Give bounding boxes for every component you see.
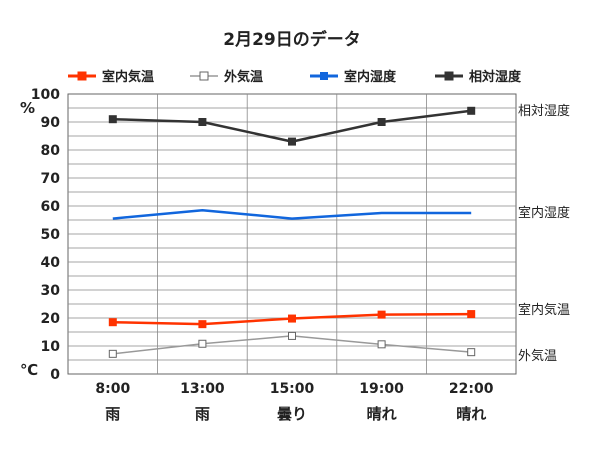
data-point (467, 106, 476, 115)
data-point (467, 310, 476, 319)
data-point (198, 320, 207, 329)
data-point (377, 118, 386, 126)
legend: 室内気温 外気温 室内湿度 相対湿度 (68, 69, 522, 85)
weather-label: 曇り (277, 405, 307, 423)
legend-item: 外気温 (190, 69, 263, 85)
data-point (467, 348, 476, 357)
legend-label: 室内湿度 (344, 69, 397, 85)
y-tick-label: 60 (41, 199, 61, 215)
x-axis-ticks: 8:00 13:00 15:00 19:00 22:00 (95, 381, 493, 397)
legend-item: 室内気温 (68, 69, 154, 85)
data-point (377, 310, 386, 319)
legend-item: 室内湿度 (310, 69, 397, 85)
series-line (112, 208, 472, 220)
y-tick-label: 70 (41, 171, 61, 187)
weather-labels: 雨 雨 曇り 晴れ 晴れ (105, 405, 486, 423)
y-unit-bottom: ℃ (20, 361, 38, 379)
y-tick-label: 20 (41, 311, 61, 327)
weather-label: 雨 (195, 405, 210, 423)
data-point (108, 349, 117, 358)
x-tick-label: 15:00 (270, 381, 315, 397)
data-point (198, 118, 207, 126)
series-1 (108, 310, 476, 329)
legend-label: 相対湿度 (469, 69, 522, 85)
series-end-label: 室内気温 (518, 302, 570, 318)
series-group (108, 106, 476, 358)
legend-swatch-marker (77, 71, 87, 81)
series-end-label: 相対湿度 (518, 103, 570, 119)
legend-label: 室内気温 (102, 69, 154, 85)
legend-swatch-marker (199, 71, 209, 81)
x-tick-label: 13:00 (180, 381, 225, 397)
data-point (288, 331, 296, 340)
y-tick-label: 80 (41, 143, 61, 159)
series-end-label: 外気温 (518, 348, 557, 364)
weather-label: 雨 (105, 405, 120, 423)
series-end-label: 室内湿度 (518, 205, 570, 221)
y-tick-label: 50 (41, 227, 61, 243)
data-point (288, 314, 296, 323)
data-point (198, 339, 207, 348)
legend-item: 相対湿度 (435, 69, 522, 85)
legend-swatch-marker (320, 72, 328, 80)
x-tick-label: 22:00 (449, 381, 494, 397)
y-tick-label: 90 (41, 115, 61, 131)
legend-label: 外気温 (223, 69, 263, 85)
x-tick-label: 19:00 (359, 381, 404, 397)
data-point (288, 137, 296, 146)
y-tick-label: 40 (41, 255, 61, 271)
series-2 (108, 331, 476, 358)
y-unit-top: % (20, 99, 35, 117)
series-line (112, 109, 472, 143)
weather-label: 晴れ (367, 405, 397, 423)
weather-label: 晴れ (456, 405, 486, 423)
y-axis-ticks: 0 10 20 30 40 50 60 70 80 90 100 (31, 87, 60, 383)
x-tick-label: 8:00 (95, 381, 130, 397)
chart-title: 2月29日のデータ (223, 29, 361, 50)
y-tick-label: 100 (31, 87, 60, 103)
series-3 (112, 208, 472, 220)
y-tick-label: 30 (41, 283, 61, 299)
series-4 (108, 106, 476, 146)
legend-swatch-marker (444, 71, 454, 81)
y-tick-label: 10 (41, 339, 61, 355)
data-point (377, 340, 386, 349)
grid (67, 93, 517, 375)
data-point (108, 318, 117, 327)
y-tick-label: 0 (50, 367, 60, 383)
data-point (108, 115, 117, 124)
